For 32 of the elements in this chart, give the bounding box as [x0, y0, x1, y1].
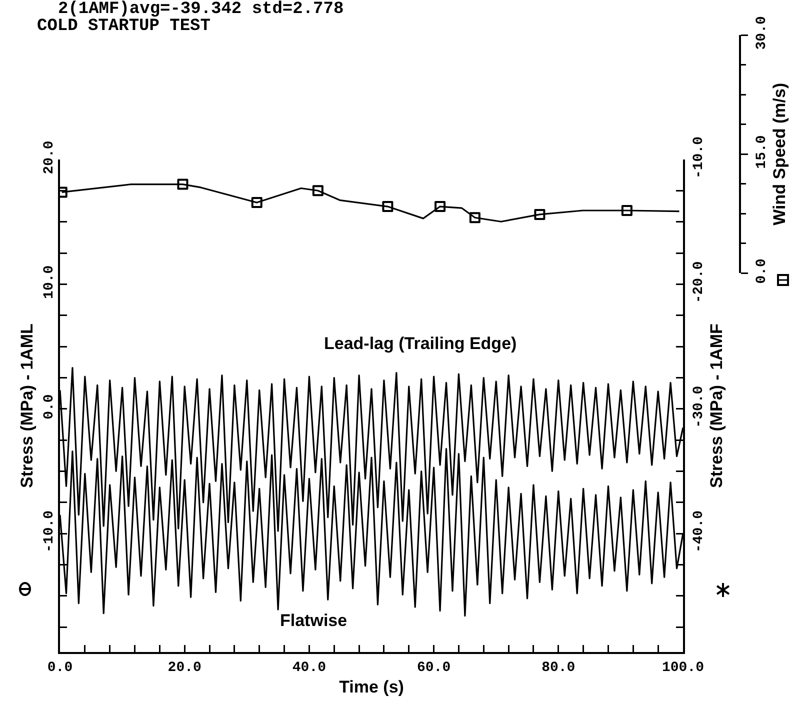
point [312, 185, 324, 196]
chart-subtitle: COLD STARTUP TEST [37, 17, 210, 36]
chart-title: 2(1AMF)avg=-39.342 std=2.778 [58, 0, 344, 19]
x-tick-label: 100.0 [662, 660, 704, 676]
y-tick-label: 20.0 [41, 140, 58, 174]
y-tick-label: -10.0 [41, 510, 58, 552]
x-tick-label: 40.0 [292, 660, 326, 676]
y3-tick-label: 15.0 [754, 135, 770, 169]
x-axis-title: Time (s) [339, 678, 404, 697]
point [177, 178, 188, 190]
y-axis-title: Stress (MPa) - 1AML [17, 324, 36, 488]
x-tick-label: 60.0 [416, 660, 451, 676]
y-tick-label: 0.0 [41, 394, 58, 420]
point [382, 201, 394, 212]
x-tick-label: 20.0 [168, 660, 202, 676]
y3-axis-title: Wind Speed (m/s) [770, 82, 789, 226]
series-label: Lead-lag (Trailing Edge) [324, 334, 517, 353]
y2-tick-label: -10.0 [690, 136, 707, 179]
y-tick-label: 10.0 [41, 265, 58, 299]
y2-tick-label: -20.0 [690, 261, 707, 304]
y2-axis-title: Stress (MPa) - 1AMF [706, 324, 726, 488]
point [534, 208, 546, 220]
y2-tick-label: -30.0 [690, 386, 707, 428]
point [251, 197, 262, 208]
y2-tick-label: -40.0 [690, 510, 707, 552]
point [469, 212, 480, 224]
point [434, 201, 446, 212]
series-label: Flatwise [280, 611, 348, 630]
x-tick-label: 80.0 [542, 660, 576, 676]
y3-tick-label: 0.0 [754, 258, 770, 284]
y3-tick-label: 30.0 [754, 16, 770, 50]
point [621, 204, 632, 216]
